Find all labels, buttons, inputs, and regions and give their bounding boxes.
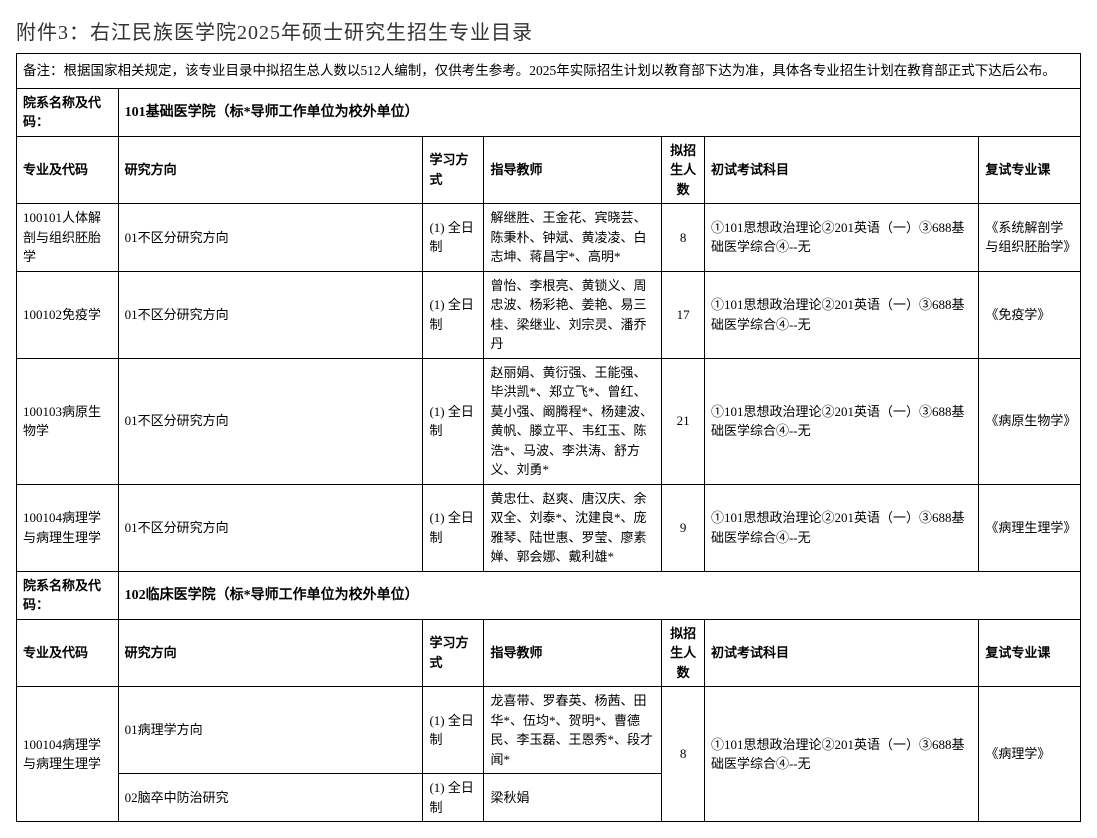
cell-direction: 01不区分研究方向: [118, 358, 423, 484]
column-header-row: 专业及代码 研究方向 学习方式 指导教师 拟招生人数 初试考试科目 复试专业课: [17, 619, 1081, 687]
cell-quota: 21: [662, 358, 705, 484]
col-advisor: 指导教师: [484, 619, 662, 687]
cell-reexam: 《病理生理学》: [979, 484, 1081, 571]
cell-exam: ①101思想政治理论②201英语（一）③688基础医学综合④--无: [704, 484, 978, 571]
cell-reexam: 《病理学》: [979, 687, 1081, 822]
cell-major: 100104病理学与病理生理学: [17, 484, 119, 571]
note-row: 备注：根据国家相关规定，该专业目录中拟招生总人数以512人编制，仅供考生参考。2…: [17, 54, 1081, 89]
cell-exam: ①101思想政治理论②201英语（一）③688基础医学综合④--无: [704, 204, 978, 272]
cell-advisor: 黄忠仕、赵爽、唐汉庆、余双全、刘泰*、沈建良*、庞雅琴、陆世惠、罗莹、廖素婵、郭…: [484, 484, 662, 571]
col-exam: 初试考试科目: [704, 619, 978, 687]
cell-quota: 8: [662, 204, 705, 272]
cell-quota: 17: [662, 271, 705, 358]
cell-mode: (1) 全日制: [423, 358, 484, 484]
col-advisor: 指导教师: [484, 136, 662, 204]
cell-mode: (1) 全日制: [423, 484, 484, 571]
cell-quota: 8: [662, 687, 705, 822]
column-header-row: 专业及代码 研究方向 学习方式 指导教师 拟招生人数 初试考试科目 复试专业课: [17, 136, 1081, 204]
cell-advisor: 赵丽娟、黄衍强、王能强、毕洪凯*、郑立飞*、曾红、莫小强、阚腾程*、杨建波、黄帆…: [484, 358, 662, 484]
cell-major: 100103病原生物学: [17, 358, 119, 484]
cell-mode: (1) 全日制: [423, 271, 484, 358]
col-direction: 研究方向: [118, 619, 423, 687]
cell-mode: (1) 全日制: [423, 774, 484, 822]
dept-name: 102临床医学院（标*导师工作单位为校外单位）: [118, 571, 1080, 619]
col-quota: 拟招生人数: [662, 136, 705, 204]
col-reexam: 复试专业课: [979, 619, 1081, 687]
col-exam: 初试考试科目: [704, 136, 978, 204]
cell-reexam: 《免疫学》: [979, 271, 1081, 358]
col-major: 专业及代码: [17, 136, 119, 204]
page-title: 附件3：右江民族医学院2025年硕士研究生招生专业目录: [16, 16, 1081, 45]
catalog-table: 备注：根据国家相关规定，该专业目录中拟招生总人数以512人编制，仅供考生参考。2…: [16, 53, 1081, 822]
dept-header-row: 院系名称及代码： 101基础医学院（标*导师工作单位为校外单位）: [17, 88, 1081, 136]
col-quota: 拟招生人数: [662, 619, 705, 687]
dept-name: 101基础医学院（标*导师工作单位为校外单位）: [118, 88, 1080, 136]
col-mode: 学习方式: [423, 136, 484, 204]
cell-mode: (1) 全日制: [423, 687, 484, 774]
cell-direction: 01不区分研究方向: [118, 484, 423, 571]
cell-advisor: 龙喜带、罗春英、杨茜、田华*、伍均*、贺明*、曹德民、李玉磊、王恩秀*、段才闻*: [484, 687, 662, 774]
cell-advisor: 曾怡、李根亮、黄锁义、周忠波、杨彩艳、姜艳、易三桂、梁继业、刘宗灵、潘乔丹: [484, 271, 662, 358]
cell-reexam: 《病原生物学》: [979, 358, 1081, 484]
cell-direction: 02脑卒中防治研究: [118, 774, 423, 822]
table-row: 100104病理学与病理生理学 01病理学方向 (1) 全日制 龙喜带、罗春英、…: [17, 687, 1081, 774]
cell-exam: ①101思想政治理论②201英语（一）③688基础医学综合④--无: [704, 271, 978, 358]
cell-advisor: 解继胜、王金花、宾晓芸、陈秉朴、钟斌、黄凌凌、白志坤、蒋昌宇*、高明*: [484, 204, 662, 272]
table-row: 100102免疫学 01不区分研究方向 (1) 全日制 曾怡、李根亮、黄锁义、周…: [17, 271, 1081, 358]
cell-exam: ①101思想政治理论②201英语（一）③688基础医学综合④--无: [704, 358, 978, 484]
table-row: 100101人体解剖与组织胚胎学 01不区分研究方向 (1) 全日制 解继胜、王…: [17, 204, 1081, 272]
cell-direction: 01不区分研究方向: [118, 271, 423, 358]
col-mode: 学习方式: [423, 619, 484, 687]
cell-exam: ①101思想政治理论②201英语（一）③688基础医学综合④--无: [704, 687, 978, 822]
cell-direction: 01不区分研究方向: [118, 204, 423, 272]
table-row: 100103病原生物学 01不区分研究方向 (1) 全日制 赵丽娟、黄衍强、王能…: [17, 358, 1081, 484]
col-reexam: 复试专业课: [979, 136, 1081, 204]
cell-direction: 01病理学方向: [118, 687, 423, 774]
dept-header-row: 院系名称及代码： 102临床医学院（标*导师工作单位为校外单位）: [17, 571, 1081, 619]
col-major: 专业及代码: [17, 619, 119, 687]
table-row: 100104病理学与病理生理学 01不区分研究方向 (1) 全日制 黄忠仕、赵爽…: [17, 484, 1081, 571]
cell-quota: 9: [662, 484, 705, 571]
cell-mode: (1) 全日制: [423, 204, 484, 272]
cell-major: 100102免疫学: [17, 271, 119, 358]
cell-major: 100104病理学与病理生理学: [17, 687, 119, 822]
dept-label: 院系名称及代码：: [17, 571, 119, 619]
cell-major: 100101人体解剖与组织胚胎学: [17, 204, 119, 272]
col-direction: 研究方向: [118, 136, 423, 204]
cell-reexam: 《系统解剖学与组织胚胎学》: [979, 204, 1081, 272]
note-text: 备注：根据国家相关规定，该专业目录中拟招生总人数以512人编制，仅供考生参考。2…: [17, 54, 1081, 89]
cell-advisor: 梁秋娟: [484, 774, 662, 822]
dept-label: 院系名称及代码：: [17, 88, 119, 136]
